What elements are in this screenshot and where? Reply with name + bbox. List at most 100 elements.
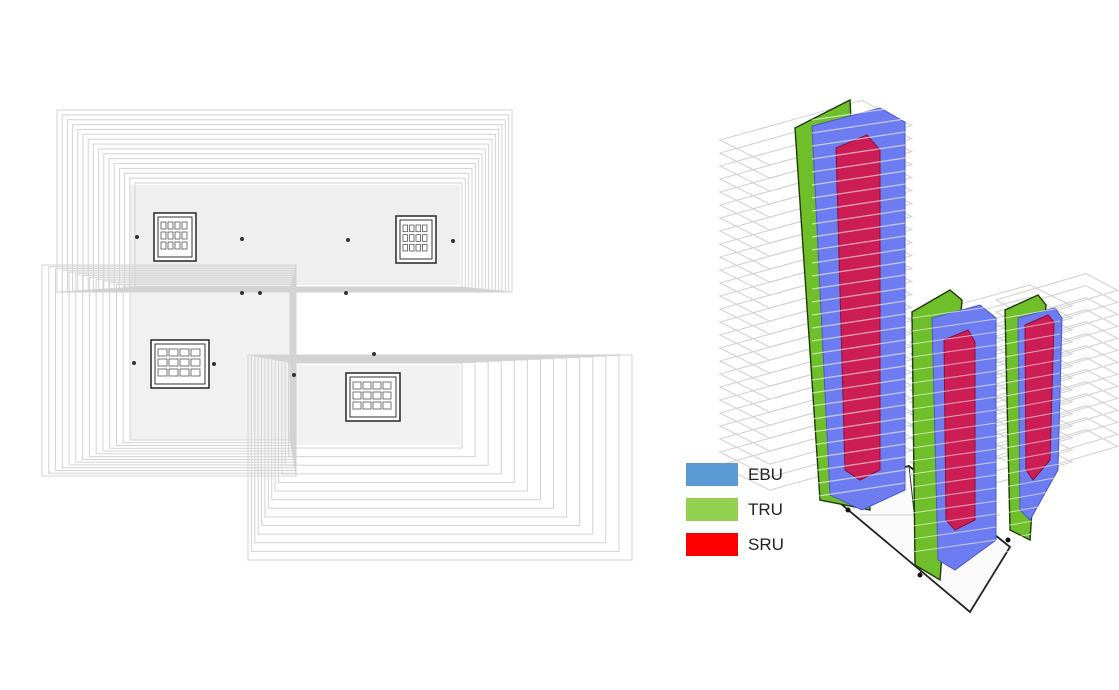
- tower-base-node: [917, 572, 923, 578]
- tower-tall-module-edge: [811, 183, 906, 199]
- tower-short-module-edge: [1004, 515, 1061, 527]
- tower-tall-module-edge: [811, 378, 906, 394]
- core-room: [174, 221, 181, 230]
- core-room: [409, 243, 415, 252]
- plan-floor-outline-bottom: [284, 361, 489, 466]
- core-room: [372, 401, 382, 410]
- tower-mid-module-edge: [911, 331, 997, 345]
- core-room: [415, 234, 421, 242]
- tower-mid-module-edge: [911, 422, 997, 436]
- core-room: [160, 231, 167, 240]
- plan-view: [41, 109, 633, 561]
- core-room: [372, 391, 382, 400]
- tower-short-module-edge: [1004, 489, 1061, 501]
- core-room: [402, 234, 408, 242]
- core-room: [352, 381, 362, 390]
- tower-tall-module-edge: [811, 326, 906, 342]
- tower-short-module-edge: [1004, 346, 1061, 358]
- legend-label-tru: TRU: [748, 499, 783, 519]
- tower-tall-module-edge: [811, 274, 906, 290]
- tower-mid-module-edge: [911, 409, 997, 423]
- plan-column-dot: [132, 361, 136, 365]
- core-room: [382, 391, 392, 400]
- tower-tall-module-edge: [811, 456, 906, 472]
- tower-short-module-edge: [1004, 320, 1061, 332]
- tower-tall-module-edge: [811, 157, 906, 173]
- core-room: [160, 221, 167, 230]
- plan-floor-outline-top: [134, 182, 463, 288]
- tower-tall-module-edge: [811, 222, 906, 238]
- plan-floor-outline-bottom: [261, 356, 581, 527]
- core-room: [168, 348, 179, 357]
- core-room: [352, 391, 362, 400]
- core-room: [174, 241, 181, 250]
- core-room: [422, 243, 428, 252]
- core-room: [181, 231, 188, 240]
- core-room: [422, 224, 428, 233]
- core-room: [179, 348, 190, 357]
- tower-tall-module-edge: [811, 144, 906, 160]
- core-room: [157, 368, 168, 377]
- tower-short-module-edge: [1004, 476, 1061, 488]
- legend-swatch-sru: [686, 533, 738, 556]
- core-room: [402, 243, 408, 252]
- core-room: [190, 348, 201, 357]
- tower-mid-module-edge: [911, 539, 997, 553]
- tower-tall-module-edge: [811, 196, 906, 212]
- core-room: [157, 348, 168, 357]
- core-room: [402, 224, 408, 233]
- tower-tall-module-edge: [811, 248, 906, 264]
- plan-column-dot: [451, 239, 455, 243]
- plan-floor-outline-bottom: [267, 358, 555, 509]
- core-inner-wall: [154, 343, 206, 385]
- plan-column-dot: [292, 373, 296, 377]
- core-room: [174, 231, 181, 240]
- tower-short-module-edge: [1004, 372, 1061, 384]
- tower-mid-module-edge: [911, 344, 997, 358]
- core-inner-wall: [349, 376, 397, 418]
- plan-column-dot: [240, 291, 244, 295]
- axonometric-view: [718, 98, 1119, 614]
- tower-mid-module-edge: [911, 383, 997, 397]
- tower-mid-module-edge: [911, 370, 997, 384]
- plan-column-dot: [135, 235, 139, 239]
- plan-core-4: [345, 372, 401, 422]
- plan-floor-outline-bottom: [254, 355, 607, 544]
- legend-swatch-tru: [686, 498, 738, 521]
- tower-short-module-edge: [1004, 502, 1061, 514]
- tower-short-module-edge: [1004, 411, 1061, 423]
- tower-tall-module-edge: [811, 105, 906, 121]
- tower-mid-sru-column: [943, 329, 976, 531]
- tower-short-module-edge: [1004, 333, 1061, 345]
- core-inner-wall: [399, 219, 433, 260]
- core-room: [415, 243, 421, 252]
- legend: EBU TRU SRU: [686, 462, 826, 567]
- tower-mid-module-edge: [911, 318, 997, 332]
- plan-floor-outline-bottom: [291, 362, 463, 449]
- plan-floor-outline-left: [129, 287, 291, 441]
- tower-tall-module-edge: [811, 443, 906, 459]
- core-room: [160, 241, 167, 250]
- tower-tall-module-edge: [811, 170, 906, 186]
- core-room: [179, 358, 190, 367]
- tower-tall-module-edge: [811, 482, 906, 498]
- core-room: [168, 368, 179, 377]
- core-room: [181, 241, 188, 250]
- plan-floor-outline-bottom: [257, 356, 594, 535]
- tower-mid-module-edge: [911, 435, 997, 449]
- tower-tall-module-edge: [811, 287, 906, 303]
- tower-mid-module-edge: [911, 448, 997, 462]
- tower-tall-module-edge: [811, 469, 906, 485]
- core-room: [382, 401, 392, 410]
- core-room: [168, 358, 179, 367]
- tower-short-module-edge: [1004, 424, 1061, 436]
- plan-core-2: [395, 215, 437, 264]
- tower-mid-module-edge: [911, 357, 997, 371]
- core-room: [167, 221, 174, 230]
- core-room: [362, 401, 372, 410]
- tower-short-module-edge: [1004, 398, 1061, 410]
- plan-column-dot: [212, 362, 216, 366]
- tower-tall-module-edge: [811, 300, 906, 316]
- core-room: [190, 368, 201, 377]
- tower-tall-module-edge: [811, 235, 906, 251]
